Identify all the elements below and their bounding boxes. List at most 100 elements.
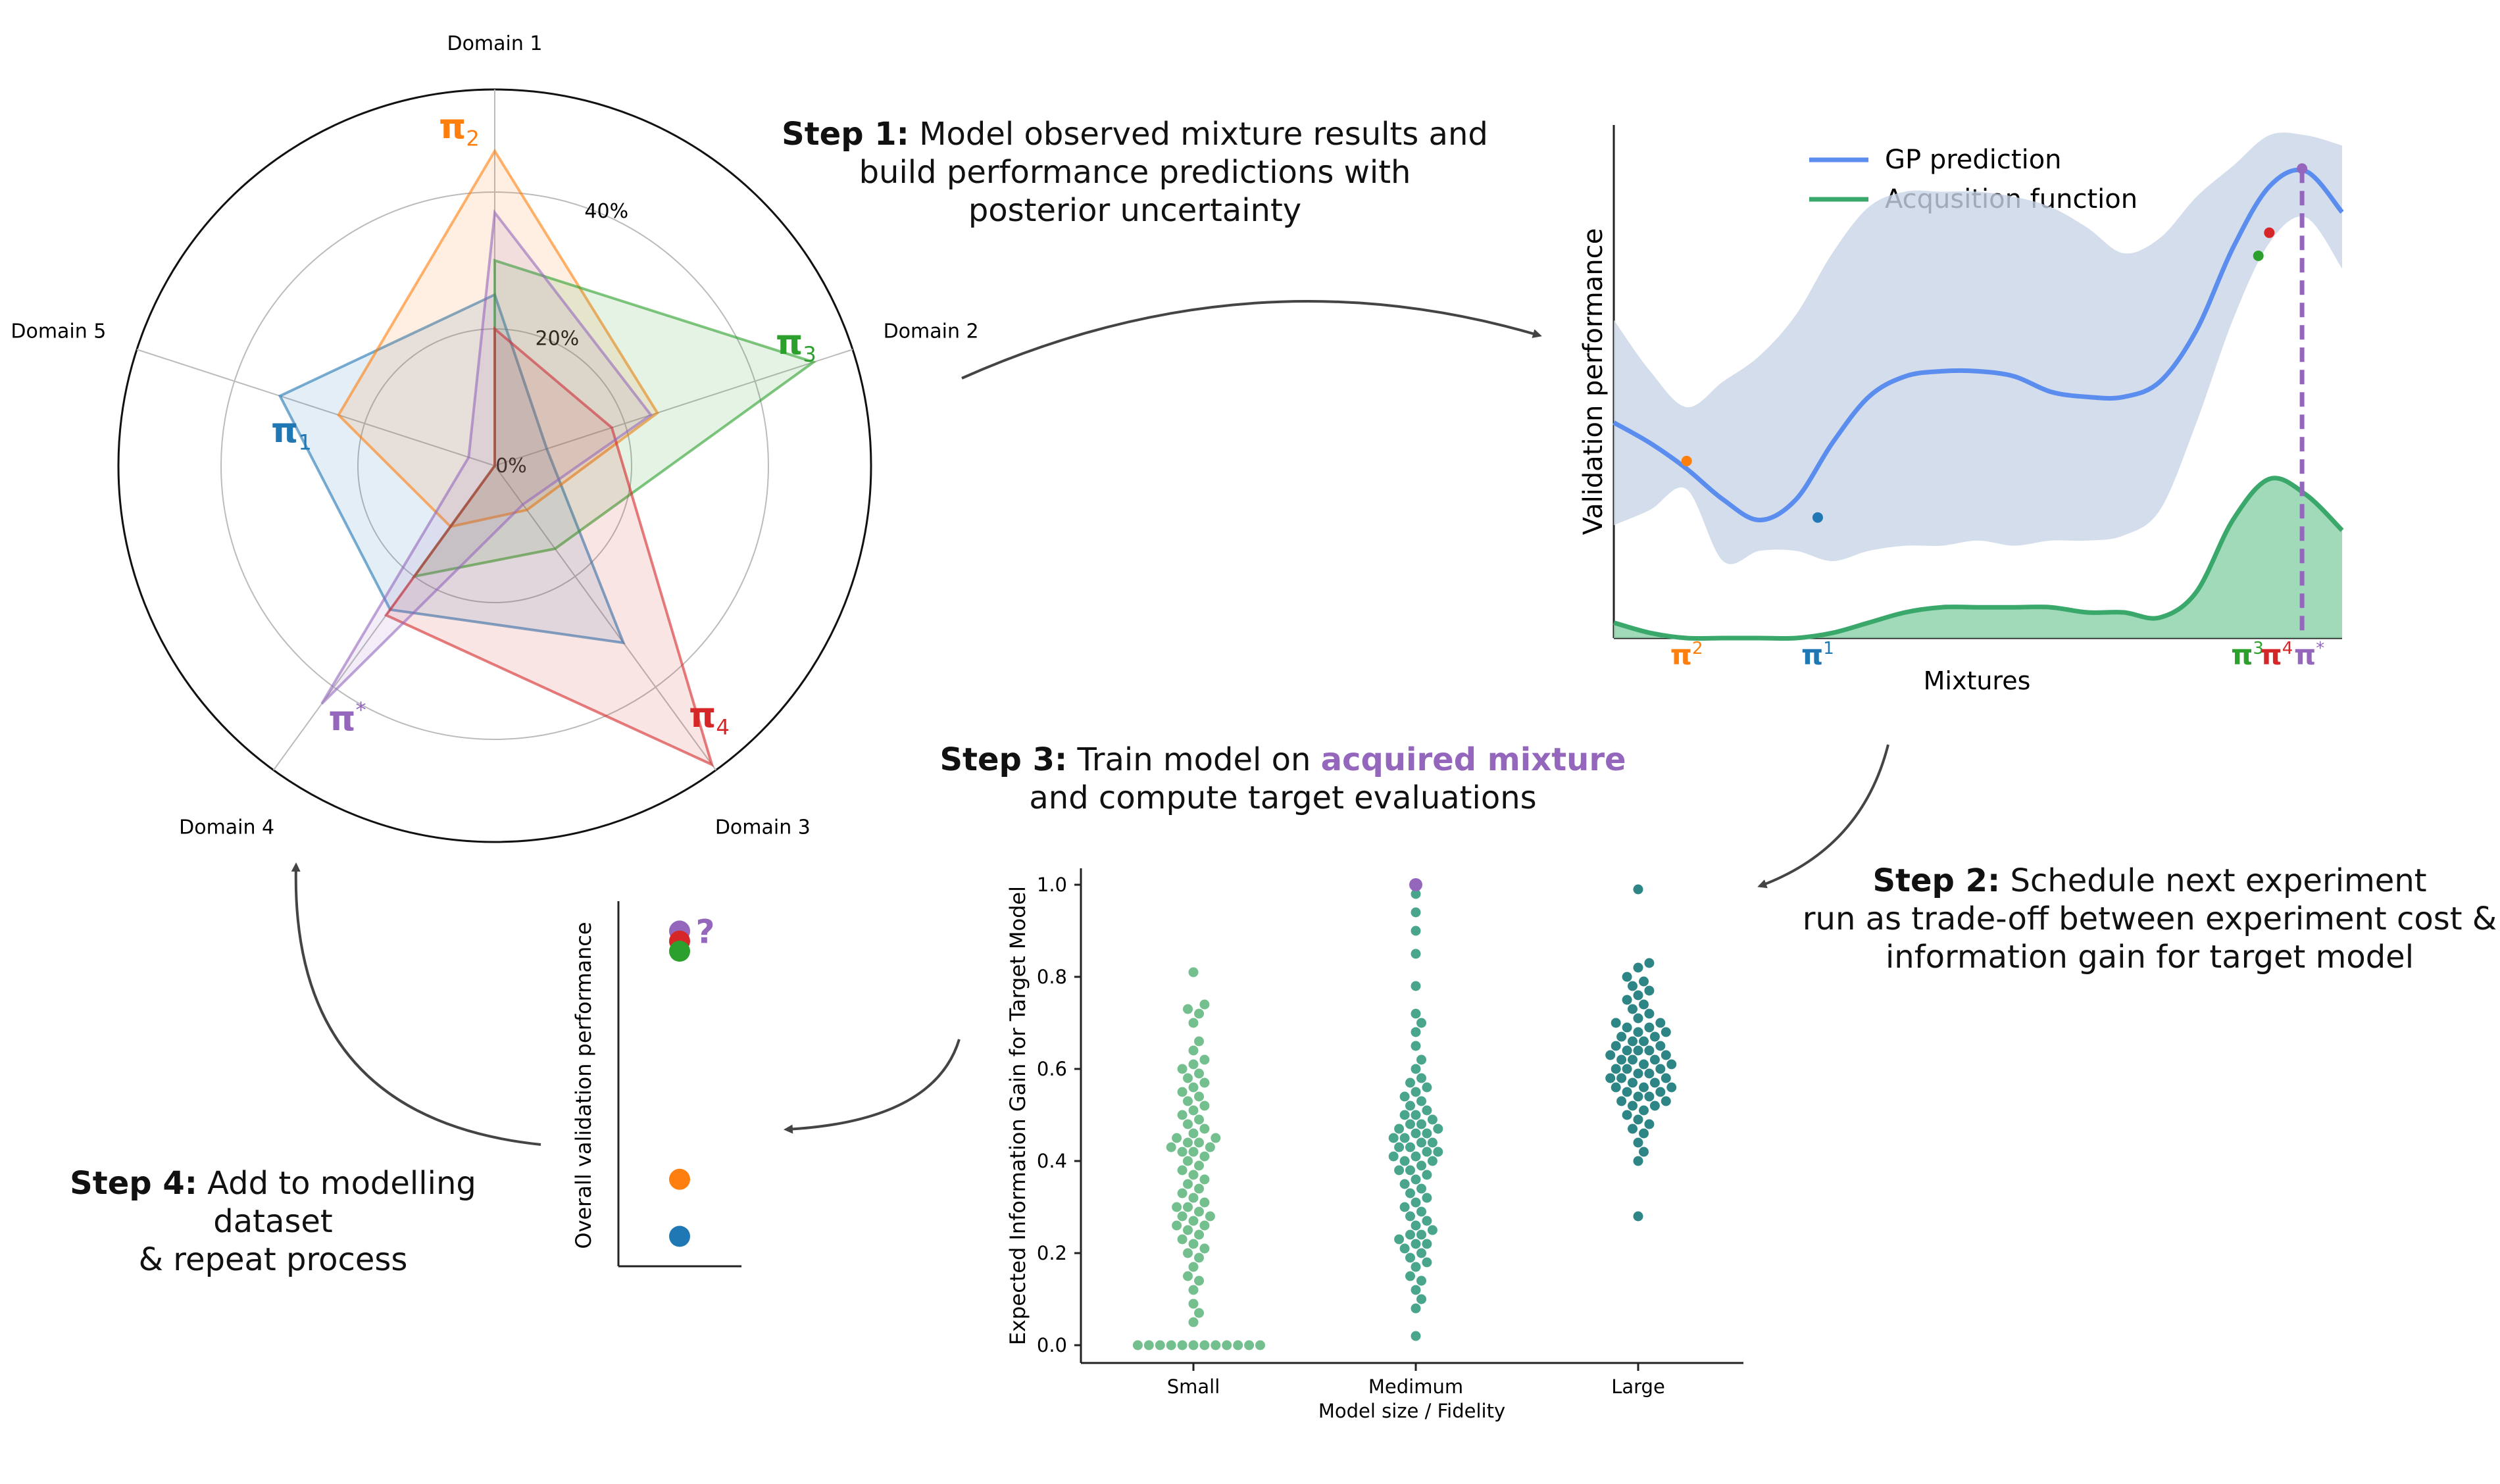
swarm-point-large-24 xyxy=(1616,1073,1627,1083)
swarm-point-medimum-54 xyxy=(1422,1105,1432,1116)
gp-observed-point-4 xyxy=(2264,227,2275,238)
swarm-point-small-26 xyxy=(1183,1225,1193,1235)
radar-axis-label-2: Domain 2 xyxy=(884,320,979,343)
swarm-point-large-27 xyxy=(1633,1068,1643,1079)
swarm-point-medimum-43 xyxy=(1399,1133,1410,1143)
swarm-point-large-31 xyxy=(1611,1064,1621,1074)
swarm-point-small-76 xyxy=(1199,999,1210,1010)
swarm-point-small-47 xyxy=(1177,1147,1188,1157)
swarm-point-medimum-64 xyxy=(1411,1041,1421,1051)
swarm-point-small-40 xyxy=(1199,1174,1210,1185)
swarm-point-small-67 xyxy=(1194,1068,1204,1079)
swarm-point-medimum-26 xyxy=(1416,1183,1426,1194)
swarm-ytick-label-4: 0.6 xyxy=(1037,1058,1067,1080)
flow-arrows xyxy=(291,300,1889,1146)
swarm-point-small-41 xyxy=(1188,1170,1199,1180)
swarm-point-small-69 xyxy=(1188,1059,1199,1070)
swarm-point-medimum-50 xyxy=(1405,1119,1415,1129)
swarm-xtick-label-2: Medimum xyxy=(1368,1375,1463,1398)
swarm-point-small-22 xyxy=(1199,1243,1210,1254)
swarm-point-small-11 xyxy=(1132,1340,1143,1350)
gp-ylabel: Validation performance xyxy=(1578,228,1609,535)
swarm-point-medimum-48 xyxy=(1433,1124,1443,1134)
swarm-point-small-21 xyxy=(1183,1248,1193,1258)
swarm-point-small-49 xyxy=(1166,1142,1176,1152)
swarm-point-large-47 xyxy=(1616,1031,1627,1042)
radar-axis-label-4: Domain 4 xyxy=(179,816,274,839)
swarm-point-large-52 xyxy=(1655,1018,1666,1028)
swarm-point-medimum-46 xyxy=(1422,1128,1432,1139)
overall-point-3 xyxy=(669,941,690,962)
step3-caption: Step 3: Train model on acquired mixture … xyxy=(908,741,1658,817)
swarm-point-small-12 xyxy=(1255,1340,1265,1350)
swarm-point-medimum-31 xyxy=(1394,1165,1405,1175)
swarm-point-small-65 xyxy=(1199,1077,1210,1088)
swarm-point-medimum-51 xyxy=(1427,1114,1438,1125)
swarm-point-medimum-58 xyxy=(1411,1087,1421,1097)
swarm-point-large-32 xyxy=(1639,1059,1649,1070)
swarm-point-small-14 xyxy=(1194,1308,1204,1318)
overall-point-question-mark: ? xyxy=(695,912,714,951)
swarm-point-small-39 xyxy=(1183,1179,1193,1189)
gp-x-tick-label-5: π* xyxy=(2294,639,2324,671)
swarm-ytick-label-2: 0.2 xyxy=(1037,1242,1067,1264)
swarm-point-large-62 xyxy=(1639,976,1649,987)
step4-text-line2: & repeat process xyxy=(138,1241,408,1278)
swarm-point-medimum-28 xyxy=(1411,1174,1421,1185)
gp-xlabel: Mixtures xyxy=(1924,666,2031,695)
gp-x-tick-label-2: π1 xyxy=(1801,639,1834,671)
radar-spoke-5 xyxy=(136,349,495,466)
swarm-point-small-77 xyxy=(1188,967,1199,977)
swarm-point-medimum-35 xyxy=(1411,1151,1421,1162)
swarm-point-medimum-2 xyxy=(1411,1303,1421,1314)
swarm-point-medimum-52 xyxy=(1411,1110,1421,1120)
swarm-point-small-73 xyxy=(1188,1018,1199,1028)
swarm-point-medimum-37 xyxy=(1422,1147,1432,1157)
swarm-point-small-31 xyxy=(1205,1211,1215,1222)
swarm-point-large-59 xyxy=(1633,990,1643,1001)
swarm-point-medimum-66 xyxy=(1416,1018,1426,1028)
swarm-point-large-46 xyxy=(1649,1031,1660,1042)
acquisition-fill xyxy=(1614,478,2342,639)
overall-ylabel: Overall validation performance xyxy=(571,922,596,1249)
swarm-point-medimum-7 xyxy=(1411,1262,1421,1272)
gp-x-tick-label-2-superscript: 1 xyxy=(1823,639,1834,658)
radar-series-label-1-symbol: π xyxy=(271,411,298,451)
swarm-point-large-1 xyxy=(1633,1211,1643,1222)
swarm-point-large-21 xyxy=(1666,1082,1677,1093)
swarm-point-large-60 xyxy=(1644,985,1655,996)
swarm-xtick-label-3: Large xyxy=(1611,1375,1665,1398)
radar-ring-label-1: 0% xyxy=(495,455,527,478)
swarm-point-small-32 xyxy=(1194,1206,1204,1217)
swarm-point-medimum-9 xyxy=(1405,1252,1415,1263)
gp-observed-point-3 xyxy=(2253,250,2264,261)
gp-uncertainty-band xyxy=(1614,132,2342,564)
swarm-point-medimum-72 xyxy=(1411,889,1421,899)
radar-series-label-1: π1 xyxy=(271,411,312,455)
swarm-point-large-37 xyxy=(1661,1050,1671,1060)
step1-text-line3: posterior uncertainty xyxy=(968,192,1302,229)
swarm-point-large-45 xyxy=(1628,1036,1638,1047)
swarm-point-small-24 xyxy=(1177,1234,1188,1245)
swarm-point-small-1 xyxy=(1188,1340,1199,1350)
swarm-point-small-42 xyxy=(1177,1165,1188,1175)
swarm-point-large-53 xyxy=(1611,1018,1621,1028)
swarm-point-large-28 xyxy=(1644,1068,1655,1079)
swarm-point-medimum-60 xyxy=(1405,1077,1415,1088)
swarm-point-medimum-5 xyxy=(1416,1275,1426,1286)
step1-text-line2: build performance predictions with xyxy=(859,154,1411,191)
swarm-point-large-19 xyxy=(1639,1082,1649,1093)
swarm-point-medimum-3 xyxy=(1416,1294,1426,1304)
swarm-point-large-16 xyxy=(1644,1091,1655,1102)
swarm-point-small-66 xyxy=(1183,1073,1193,1083)
swarm-point-medimum-55 xyxy=(1405,1101,1415,1111)
swarm-point-medimum-63 xyxy=(1416,1054,1426,1065)
swarm-point-small-74 xyxy=(1194,1008,1204,1019)
step2-text-line2: run as trade-off between experiment cost… xyxy=(1802,901,2497,937)
swarm-point-large-10 xyxy=(1639,1105,1649,1116)
swarm-chart: Expected Information Gain for Target Mod… xyxy=(1005,868,1743,1422)
swarm-point-large-12 xyxy=(1649,1101,1660,1111)
step1-text-line1: Model observed mixture results and xyxy=(919,116,1488,153)
radar-series-label-1-subscript: 1 xyxy=(298,430,312,455)
